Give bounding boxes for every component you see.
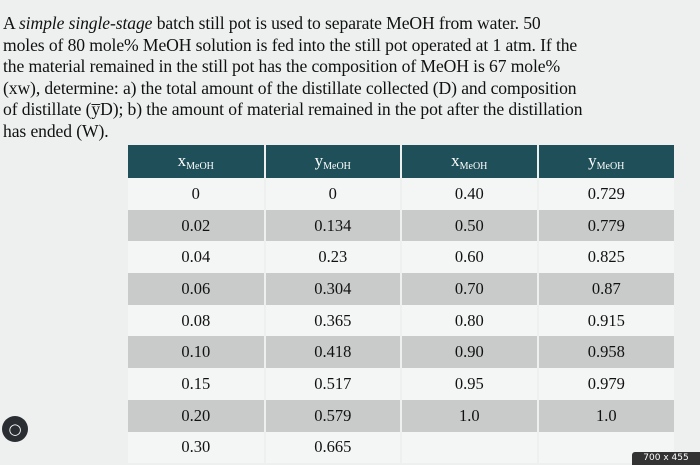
column-header: xMeOH [128, 145, 266, 178]
table-cell: 0.40 [401, 178, 539, 210]
table-cell: 0.30 [128, 431, 266, 464]
table-row: 0.02 0.134 0.50 0.779 [128, 209, 674, 242]
table-cell: 0.15 [128, 368, 266, 400]
table-cell: 0.95 [401, 368, 539, 400]
table-row: 0.06 0.304 0.70 0.87 [128, 273, 674, 305]
table-header-row: xMeOH yMeOH xMeOH yMeOH [128, 145, 674, 178]
table-cell: 0.979 [537, 368, 674, 400]
table-cell: 0.365 [264, 304, 402, 337]
table-cell: 0.80 [401, 304, 539, 337]
image-search-icon[interactable]: ○ [2, 416, 28, 442]
table-cell: 0 [264, 178, 402, 210]
dimension-badge: 700 x 455 [632, 452, 700, 465]
column-header: xMeOH [401, 145, 539, 178]
table-cell: 0.02 [128, 209, 266, 242]
table-row: 0 0 0.40 0.729 [128, 178, 674, 210]
problem-line-4: (xw), determine: a) the total amount of … [3, 77, 577, 98]
table-cell: 0.23 [264, 241, 402, 274]
table-cell: 0.87 [537, 273, 674, 305]
table-cell: 0.134 [264, 209, 402, 242]
table-row: 0.20 0.579 1.0 1.0 [128, 399, 674, 432]
table-cell [401, 431, 539, 464]
table-row: 0.10 0.418 0.90 0.958 [128, 336, 674, 369]
table-cell: 0.50 [401, 209, 539, 242]
table-cell: 0 [128, 178, 266, 210]
table-cell: 0.20 [128, 399, 266, 432]
problem-line-3: the material remained in the still pot h… [3, 56, 561, 76]
column-header-variable: y [588, 151, 597, 170]
table-cell: 0.10 [128, 336, 266, 369]
column-header-variable: x [451, 151, 460, 170]
table-cell: 0.958 [537, 336, 674, 369]
table-cell: 1.0 [401, 399, 539, 432]
column-header-subscript: MeOH [186, 161, 214, 172]
problem-line-1: A simple single-stage batch still pot is… [3, 13, 541, 33]
table-cell: 0.915 [537, 304, 674, 337]
column-header: yMeOH [264, 145, 402, 178]
table-cell: 0.90 [401, 336, 539, 369]
table-cell: 0.08 [128, 304, 266, 337]
table-cell: 0.579 [264, 399, 402, 432]
vle-data-table: xMeOH yMeOH xMeOH yMeOH 0 0 0.40 0.729 0.02 0.13… [128, 145, 674, 464]
problem-line-2: moles of 80 mole% MeOH solution is fed i… [3, 34, 578, 55]
column-header-subscript: MeOH [596, 161, 625, 172]
table-cell: 0.418 [264, 336, 402, 369]
problem-line-6: has ended (W). [3, 120, 109, 141]
table-body: 0 0 0.40 0.729 0.02 0.134 0.50 0.779 0.04 0.23 0.6… [128, 178, 674, 464]
problem-line-5: of distillate (y̅D); b) the amount of ma… [3, 99, 583, 119]
table-cell: 0.729 [537, 178, 674, 210]
table-row: 0.30 0.665 [128, 431, 674, 464]
table-row: 0.04 0.23 0.60 0.825 [128, 241, 674, 274]
table-cell: 0.04 [128, 241, 266, 274]
column-header-subscript: MeOH [323, 161, 351, 172]
table-cell: 0.70 [401, 273, 539, 305]
table-cell: 0.665 [264, 431, 402, 464]
table-cell: 0.517 [264, 368, 402, 400]
problem-statement: A simple single-stage batch still pot is… [3, 13, 697, 142]
table-cell: 0.304 [264, 273, 402, 305]
table-cell: 0.825 [537, 241, 674, 274]
table-cell: 1.0 [537, 399, 674, 432]
table-cell: 0.60 [401, 241, 539, 274]
column-header-subscript: MeOH [459, 161, 488, 172]
column-header-variable: x [177, 151, 187, 170]
column-header-variable: y [314, 151, 324, 170]
table-row: 0.15 0.517 0.95 0.979 [128, 368, 674, 400]
table-row: 0.08 0.365 0.80 0.915 [128, 304, 674, 337]
table-cell: 0.779 [537, 209, 674, 242]
table-cell: 0.06 [128, 273, 266, 305]
column-header: yMeOH [537, 145, 674, 178]
